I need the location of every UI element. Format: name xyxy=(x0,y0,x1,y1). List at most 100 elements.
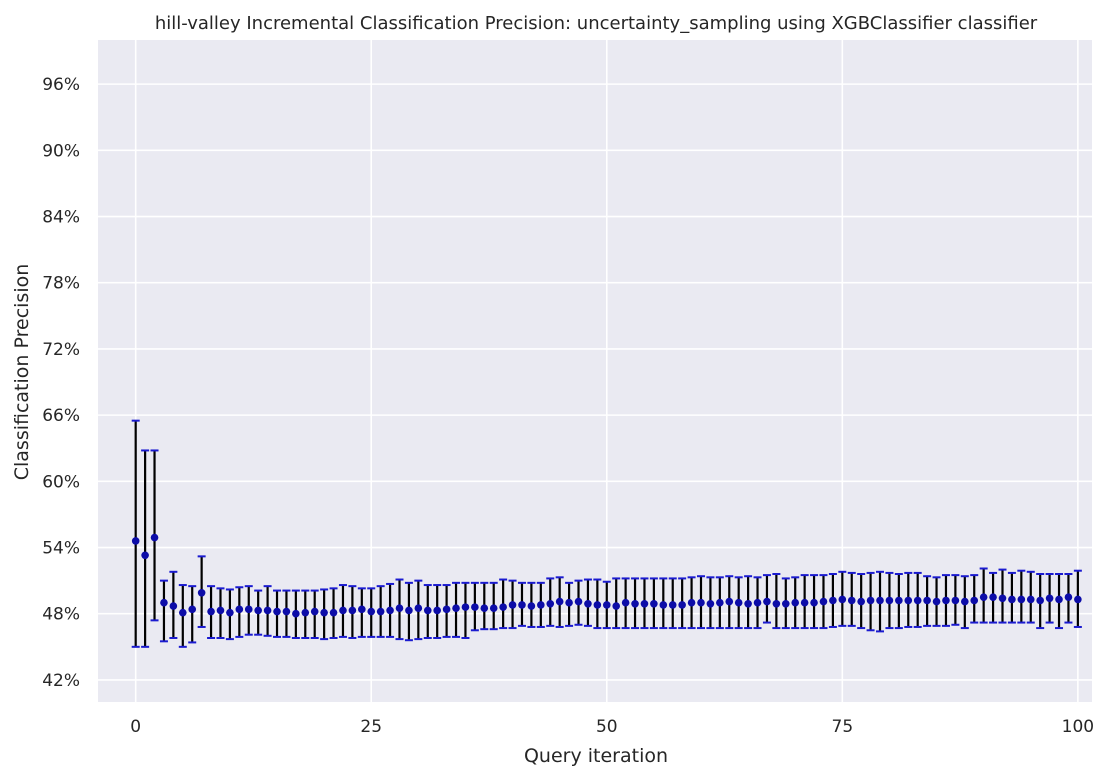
data-point xyxy=(819,597,828,606)
data-point xyxy=(348,606,357,615)
data-point xyxy=(1026,595,1035,604)
data-point xyxy=(131,537,140,545)
data-point xyxy=(386,606,394,615)
data-point xyxy=(160,598,168,607)
data-point xyxy=(150,533,159,542)
data-point xyxy=(329,608,338,617)
x-tick-label: 50 xyxy=(596,717,618,737)
data-point xyxy=(772,600,781,608)
data-point xyxy=(263,606,272,615)
data-point xyxy=(716,598,724,607)
y-tick-label: 48% xyxy=(42,605,80,625)
data-point xyxy=(961,597,969,606)
data-point xyxy=(518,601,526,609)
data-point xyxy=(584,600,592,608)
data-point xyxy=(697,598,705,607)
y-tick-label: 78% xyxy=(42,274,80,294)
data-point xyxy=(197,588,206,597)
data-point xyxy=(857,597,865,606)
data-point xyxy=(791,598,800,607)
data-point xyxy=(565,598,573,607)
data-point xyxy=(292,609,300,618)
data-point xyxy=(895,596,903,605)
data-point xyxy=(885,596,894,605)
data-point xyxy=(904,596,913,605)
data-point xyxy=(367,607,376,616)
data-point xyxy=(942,596,950,605)
data-point xyxy=(706,600,715,608)
data-point xyxy=(320,608,328,617)
data-point xyxy=(1008,595,1016,604)
y-tick-labels: 42% 48% 54% 60% 66% 72% 78% 84% 90% 96% xyxy=(42,75,80,691)
data-point xyxy=(273,607,281,616)
data-point xyxy=(188,605,197,614)
data-point xyxy=(800,598,809,607)
data-point xyxy=(452,604,460,613)
data-point xyxy=(414,604,423,613)
y-tick-label: 72% xyxy=(42,340,80,360)
data-point xyxy=(178,608,187,617)
data-point xyxy=(433,606,441,615)
data-point xyxy=(650,600,658,608)
data-point xyxy=(951,596,960,605)
x-tick-label: 100 xyxy=(1062,717,1094,737)
data-point xyxy=(471,603,479,611)
data-point xyxy=(687,598,696,607)
data-point xyxy=(499,603,507,611)
data-point xyxy=(508,601,517,609)
data-point xyxy=(725,597,734,606)
x-tick-labels: 0 25 50 75 100 xyxy=(130,717,1094,737)
data-point xyxy=(847,596,856,605)
data-point xyxy=(574,597,583,606)
y-tick-label: 60% xyxy=(42,472,80,492)
data-point xyxy=(838,595,847,604)
data-points xyxy=(131,533,1082,618)
data-point xyxy=(612,602,620,610)
x-tick-label: 75 xyxy=(832,717,854,737)
y-tick-label: 66% xyxy=(42,406,80,426)
data-point xyxy=(282,607,291,616)
data-point xyxy=(169,602,178,610)
data-point xyxy=(480,604,489,613)
data-point xyxy=(876,596,884,605)
data-point xyxy=(1036,596,1044,605)
data-point xyxy=(254,606,262,615)
data-point xyxy=(829,596,837,605)
y-tick-label: 42% xyxy=(42,671,80,691)
data-point xyxy=(1074,595,1082,604)
data-point xyxy=(235,605,244,614)
data-point xyxy=(744,600,752,608)
data-point xyxy=(913,596,922,605)
data-point xyxy=(358,605,366,614)
data-point xyxy=(998,594,1007,603)
data-point xyxy=(810,598,818,607)
data-point xyxy=(593,601,602,609)
y-tick-label: 54% xyxy=(42,539,80,559)
data-point xyxy=(1064,593,1073,601)
data-point xyxy=(244,605,253,614)
data-point xyxy=(631,600,639,608)
data-point xyxy=(301,608,310,617)
data-point xyxy=(376,607,385,616)
data-point xyxy=(640,600,649,608)
data-point xyxy=(546,600,555,608)
data-point xyxy=(339,606,347,615)
data-point xyxy=(226,608,234,617)
data-point xyxy=(216,606,225,615)
data-point xyxy=(970,596,979,605)
data-point xyxy=(405,606,413,615)
chart-title: hill-valley Incremental Classification P… xyxy=(155,13,1038,34)
data-point xyxy=(734,598,743,607)
data-point xyxy=(555,597,564,606)
x-tick-label: 0 xyxy=(130,717,141,737)
data-point xyxy=(1045,594,1054,603)
data-point xyxy=(621,598,630,607)
data-point xyxy=(1055,595,1063,604)
data-point xyxy=(659,601,668,609)
data-point xyxy=(763,597,771,606)
data-point xyxy=(395,604,404,613)
data-point xyxy=(442,605,451,614)
x-tick-label: 25 xyxy=(360,717,382,737)
